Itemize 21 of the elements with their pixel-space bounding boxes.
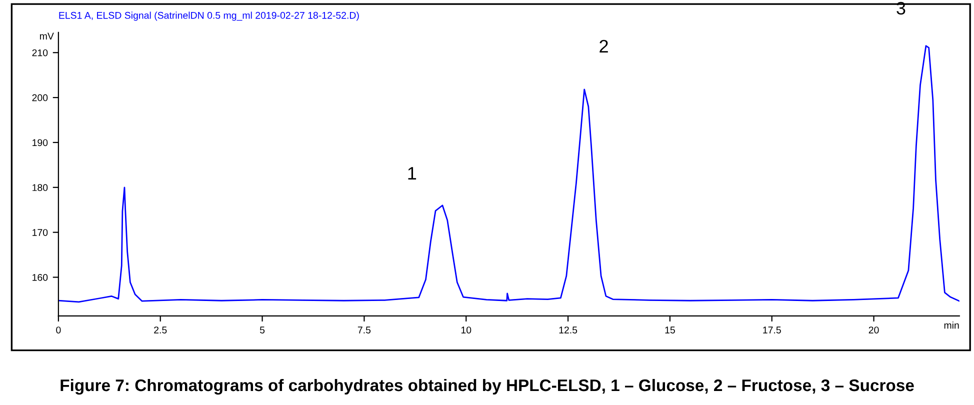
annotation: 2 (600, 40, 608, 52)
chart-subtitle: ELS1 A, ELSD Signal (SatrinelDN 0.5 mg_ml 2019-02-27 18-12-52.D) (59, 12, 359, 21)
annotation: 1 (408, 167, 416, 180)
x-tick-label: 0 (56, 326, 61, 334)
x-tick-label: 15 (665, 326, 675, 334)
x-axis-title: min (944, 322, 959, 329)
y-axis-title: mV (40, 32, 54, 40)
x-tick-label: 12.5 (559, 326, 578, 334)
y-tick-label: 180 (32, 184, 48, 192)
x-tick-label: 5 (260, 326, 265, 334)
x-tick-label: 20 (868, 326, 879, 334)
x-tick-label: 2.5 (154, 326, 167, 334)
y-tick-label: 190 (32, 139, 48, 146)
y-tick-label: 170 (32, 229, 48, 236)
y-tick-label: 200 (32, 94, 48, 102)
x-tick-label: 7.5 (358, 326, 371, 334)
text: Figure 7: Chromatograms of carbohydrates obtained by HPLC-ELSD, 1 – Glucose, 2 – Fructose, 3 – Sucrose (60, 378, 914, 395)
y-tick-label: 160 (32, 274, 48, 281)
x-tick-label: 10 (461, 326, 472, 334)
x-tick-label: 17.5 (763, 326, 781, 334)
y-tick-label: 210 (32, 49, 48, 56)
